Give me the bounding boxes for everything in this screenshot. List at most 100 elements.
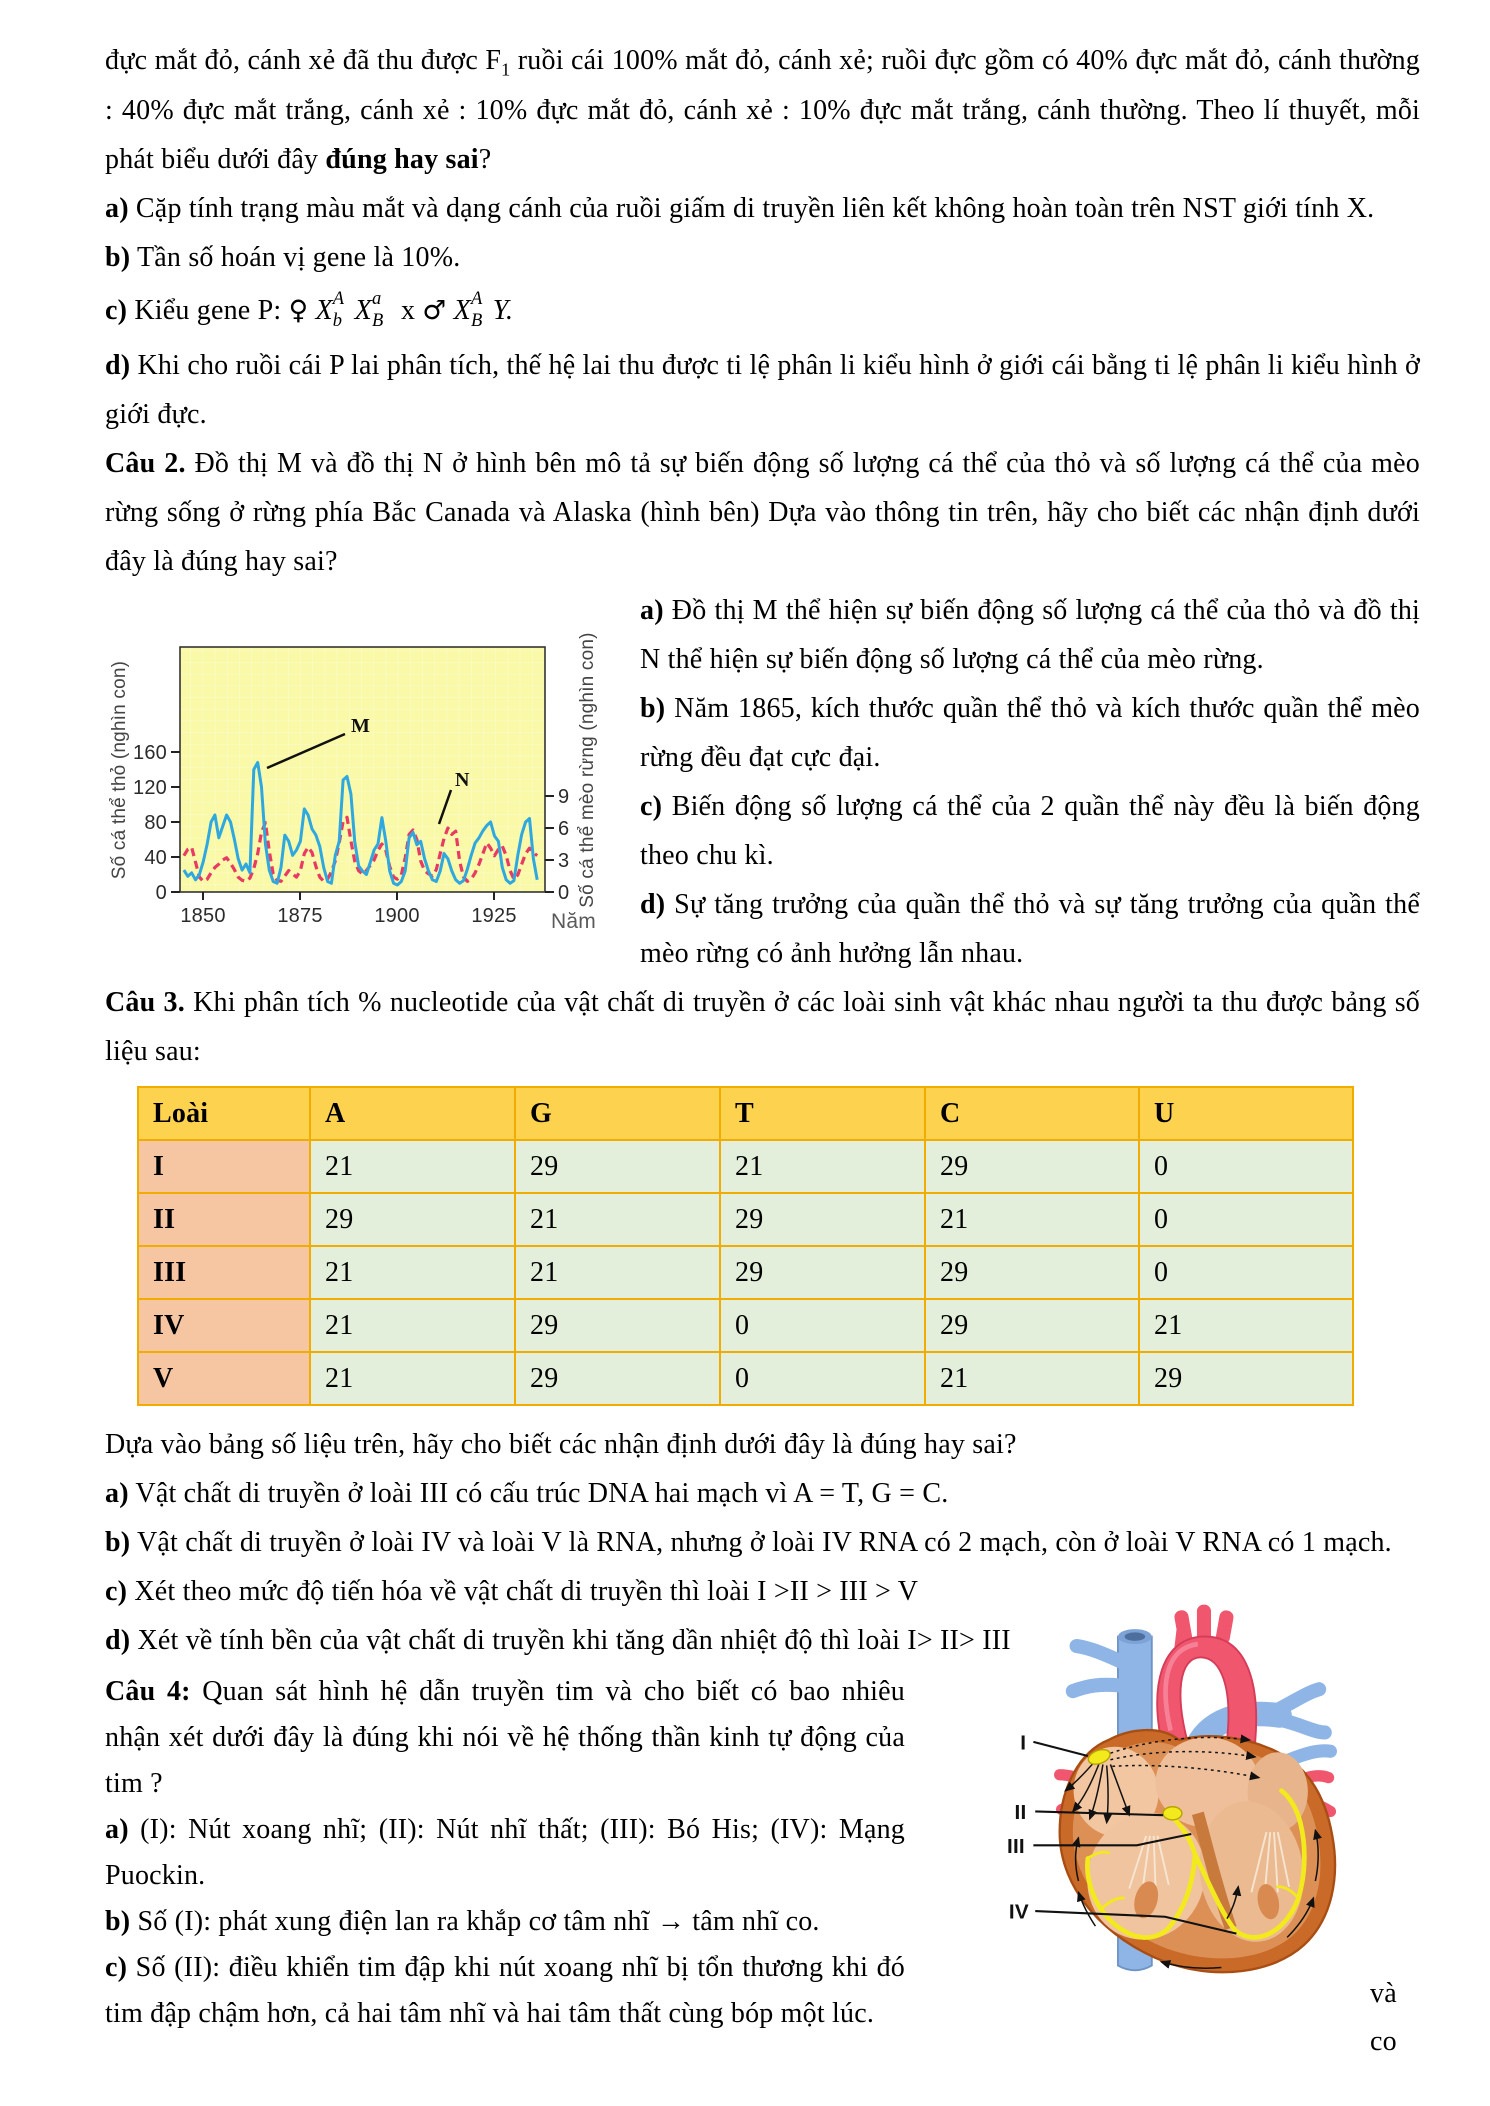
ytick-left-160: 160: [133, 742, 167, 764]
q4-item-a: a) (I): Nút xoang nhĩ; (II): Nút nhĩ thấ…: [105, 1813, 905, 1891]
female-icon: ♀: [288, 295, 309, 327]
ytick-left-40: 40: [144, 847, 167, 869]
col-header-u: U: [1138, 1086, 1354, 1142]
right-axis-title: Số cá thể mèo rừng (nghìn con): [577, 633, 598, 908]
conduction-system: [1064, 1734, 1322, 1970]
q2-item-a-label: a): [640, 595, 664, 627]
q1-item-c-label: c): [105, 295, 128, 327]
q1-item-a: a) Cặp tính trạng màu mắt và dạng cánh c…: [105, 193, 1375, 225]
q1-item-b-label: b): [105, 242, 131, 274]
q4-item-c: c) Số (II): điều khiển tim đập khi nút x…: [105, 1951, 905, 2029]
q3-item-b-label: b): [105, 1527, 131, 1559]
q1-item-d: d) Khi cho ruồi cái P lai phân tích, thế…: [105, 350, 1420, 431]
q4-intro: Câu 4: Quan sát hình hệ dẫn truyền tim v…: [105, 1676, 905, 1800]
xtick-1875: 1875: [277, 905, 322, 927]
right-axis-ticks: [545, 795, 554, 894]
ytick-left-120: 120: [133, 777, 167, 799]
q4-item-b-label: b): [105, 1905, 131, 1937]
q2-item-d-label: d): [640, 889, 666, 921]
av-node: [1162, 1806, 1183, 1821]
n-series-label: N: [455, 769, 470, 791]
col-header-g: G: [514, 1086, 721, 1142]
row-label: IV: [137, 1298, 311, 1354]
q3-intro: Câu 3. Khi phân tích % nucleotide của vậ…: [105, 987, 1421, 1068]
q1-item-a-label: a): [105, 193, 129, 225]
q2-body: 0 40 80 120 160 0 3 6 9 1850 1875 19: [105, 586, 1420, 978]
q2-item-a: a) Đồ thị M thể hiện sự biến động số lượ…: [640, 595, 1420, 676]
q1-intro-text: đực mắt đỏ, cánh xẻ đã thu được F: [105, 45, 502, 76]
m-series-label: M: [351, 715, 370, 737]
table-header-row: Loài A G T C U: [137, 1086, 1354, 1142]
q3-item-b: b) Vật chất di truyền ở loài IV và loài …: [105, 1527, 1392, 1559]
ytick-left-80: 80: [144, 812, 167, 834]
q3-after-table: Dựa vào bảng số liệu trên, hãy cho biết …: [105, 1429, 1017, 1461]
q3-label: Câu 3.: [105, 987, 185, 1019]
heart-label-II: II: [1015, 1801, 1027, 1824]
ytick-right-3: 3: [558, 850, 569, 872]
q4-section: Câu 4: Quan sát hình hệ dẫn truyền tim v…: [105, 1604, 1420, 2069]
table-row: II 29 21 29 21 0: [137, 1192, 1354, 1248]
ytick-right-0: 0: [558, 882, 569, 904]
row-label: II: [137, 1192, 311, 1248]
q3-item-d: d) Xét về tính bền của vật chất di truyề…: [105, 1625, 1011, 1657]
population-chart-figure: 0 40 80 120 160 0 3 6 9 1850 1875 19: [105, 592, 610, 942]
xtick-1925: 1925: [471, 905, 516, 927]
col-header-t: T: [719, 1086, 926, 1142]
x-axis-ticks: [202, 892, 495, 901]
x-axis-label: Năm: [551, 910, 596, 933]
q3-item-d-label: d): [105, 1625, 131, 1657]
q4-wrap-word-va: và: [1370, 1978, 1397, 2010]
q2-item-c: c) Biến động số lượng cá thể của 2 quần …: [640, 791, 1420, 872]
xtick-1900: 1900: [374, 905, 419, 927]
xtick-1850: 1850: [180, 905, 225, 927]
q2-label: Câu 2.: [105, 448, 186, 480]
col-header-c: C: [924, 1086, 1140, 1142]
sa-node-impulse-arrows: [1064, 1760, 1131, 1825]
q4-item-c-label: c): [105, 1951, 128, 1983]
table-row: III 21 21 29 29 0: [137, 1245, 1354, 1301]
q3-item-c: c) Xét theo mức độ tiến hóa về vật chất …: [105, 1576, 919, 1608]
q1-intro: đực mắt đỏ, cánh xẻ đã thu được F1 ruồi …: [105, 45, 1420, 176]
population-chart: 0 40 80 120 160 0 3 6 9 1850 1875 19: [109, 633, 598, 934]
row-label: III: [137, 1245, 311, 1301]
row-label: I: [137, 1139, 311, 1195]
sa-node: [1087, 1749, 1111, 1766]
q2-intro: Câu 2. Đồ thị M và đồ thị N ở hình bên m…: [105, 448, 1420, 578]
col-header-loai: Loài: [137, 1086, 311, 1142]
hare-line: [182, 761, 539, 887]
q2-item-b: b) Năm 1865, kích thước quần thể thỏ và …: [640, 693, 1420, 774]
row-label: V: [137, 1351, 311, 1407]
n-label-line: [437, 789, 453, 825]
q4-wrap-word-co: co: [1370, 2026, 1397, 2058]
heart-label-I: I: [1020, 1732, 1026, 1755]
nucleotide-table: Loài A G T C U I 21 29 21 29 0 II 29 21 …: [137, 1086, 1354, 1407]
ytick-right-9: 9: [558, 786, 569, 808]
ytick-right-6: 6: [558, 818, 569, 840]
ytick-left-0: 0: [156, 882, 167, 904]
table-row: I 21 29 21 29 0: [137, 1139, 1354, 1195]
aorta: [1156, 1604, 1258, 1759]
f1-subscript: 1: [501, 59, 511, 80]
heart-label-IV: IV: [1009, 1901, 1029, 1924]
heart-label-lines: [1033, 1741, 1237, 1935]
heart-label-III: III: [1007, 1835, 1025, 1858]
q1-item-b: b) Tần số hoán vị gene là 10%.: [105, 242, 461, 274]
m-label-line: [266, 733, 346, 770]
q3-item-a-label: a): [105, 1478, 129, 1510]
heart-body: [1058, 1729, 1337, 1974]
q2-item-b-label: b): [640, 693, 666, 725]
col-header-a: A: [309, 1086, 516, 1142]
lynx-line: [182, 815, 539, 884]
q4-item-b: b) Số (I): phát xung điện lan ra khắp cơ…: [105, 1905, 820, 1937]
q1-item-d-label: d): [105, 350, 131, 382]
q4-item-a-label: a): [105, 1813, 129, 1845]
chart-border: [179, 646, 546, 894]
q2-item-d: d) Sự tăng trưởng của quần thể thỏ và sự…: [640, 889, 1420, 970]
male-icon: ♂: [422, 295, 447, 327]
q4-label: Câu 4:: [105, 1676, 191, 1708]
left-axis-title: Số cá thể thỏ (nghìn con): [109, 661, 130, 879]
